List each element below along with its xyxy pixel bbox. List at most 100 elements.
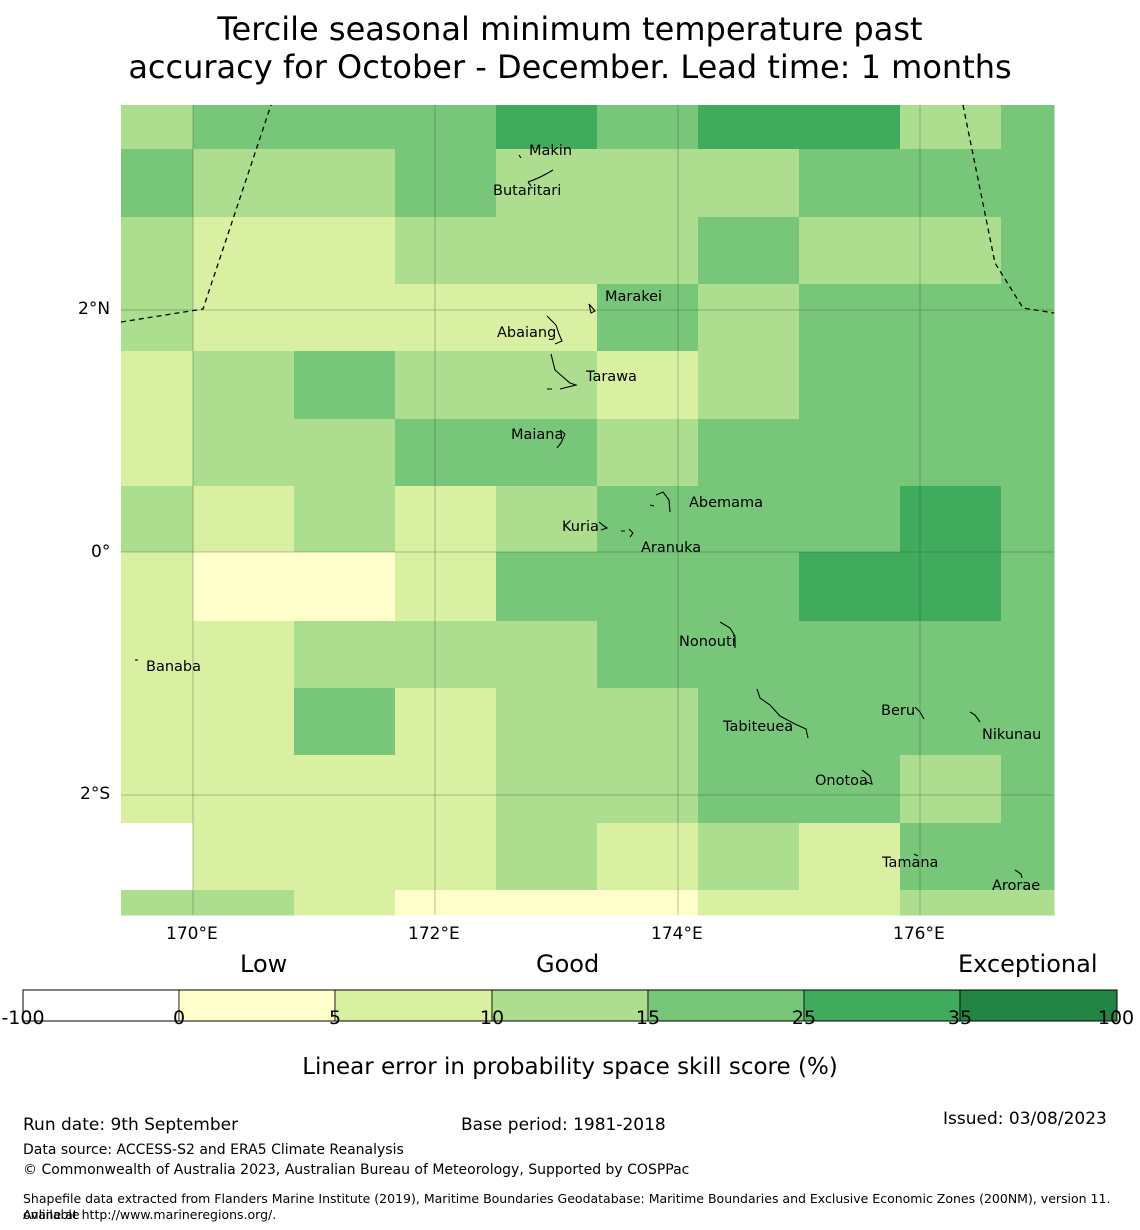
colorbar-box [803,989,961,1022]
map-title: Tercile seasonal minimum temperature pas… [0,10,1140,86]
graticule [121,105,1054,915]
grid-cell [900,351,1002,420]
colorbar-boxes [22,989,1118,1022]
grid-cell [121,149,194,218]
lat-label: 2°S [80,784,111,804]
colorbar-box [178,989,336,1022]
grid-cell [900,217,1002,285]
grid-cell [294,284,396,352]
island-label: Nikunau [982,727,1041,743]
grid-cell [1001,621,1055,689]
grid-cell [294,149,396,218]
aranuka-shape [621,528,634,538]
grid-cell [395,621,497,689]
grid-cell [294,105,396,150]
grid-cell [193,486,295,553]
grid-cell [395,755,497,824]
grid-cell [121,688,194,756]
grid-cell [294,890,396,916]
grid-cell [395,552,497,622]
grid-cell [496,823,598,891]
lat-label: 2°N [78,299,111,319]
issued-date: Issued: 03/08/2023 [943,1109,1107,1129]
shapefile-line-1: Shapefile data extracted from Flanders M… [23,1191,1111,1222]
island-label: Tamana [881,855,938,871]
grid-cell [698,486,800,553]
grid-cell [698,105,800,150]
island-label: Marakei [605,289,662,305]
grid-cell [597,755,699,824]
colorbar-tick-label: -100 [1,1007,45,1029]
grid-cell [799,823,901,891]
grid-cell [1001,486,1055,553]
colorbar-tick-label: 35 [947,1007,973,1029]
base-period: Base period: 1981-2018 [461,1115,666,1135]
grid-cell [496,755,598,824]
grid-cell [395,284,497,352]
grid-cell [496,351,598,420]
grid-cell [496,688,598,756]
grid-cell [121,351,194,420]
lon-label: 170°E [166,924,218,944]
grid-cell [900,486,1002,553]
grid-cell [395,149,497,218]
grid-cell [597,149,699,218]
colorbar-title: Linear error in probability space skill … [302,1054,838,1080]
grid-cell [193,552,295,622]
colorbar-box [334,989,493,1022]
island-label: Onotoa [815,773,868,789]
island-shapes [135,154,1023,879]
grid-cell [121,621,194,689]
grid-cell [193,890,295,916]
skill-grid [121,105,1055,916]
grid-cell [1001,284,1055,352]
grid-cell [1001,890,1055,916]
island-labels: Makin Butaritari Marakei Abaiang Tarawa … [146,143,1041,894]
grid-cell [294,486,396,553]
grid-cell [799,149,901,218]
colorbar-frame [22,989,1118,1022]
grid-cell [698,755,800,824]
abemama-shape [649,491,671,513]
island-label: Nonouti [679,634,736,650]
colorbar-box [647,989,805,1022]
grid-cell [121,284,194,352]
eez-boundary-west [120,104,272,323]
grid-cell [193,755,295,824]
grid-cell [496,621,598,689]
grid-cell [799,217,901,285]
kuria-shape [598,521,609,531]
grid-cell [193,419,295,487]
island-label: Makin [529,143,572,159]
grid-cell [597,284,699,352]
grid-cell [121,823,194,891]
grid-cell [395,217,497,285]
grid-cell [900,755,1002,824]
grid-cell [900,890,1002,916]
lon-label: 174°E [651,924,703,944]
island-label: Abemama [689,495,763,511]
marakei-shape [588,303,596,314]
grid-cell [294,351,396,420]
grid-cell [395,105,497,150]
colorbar [22,989,1118,1022]
island-label: Banaba [146,659,201,675]
run-date: Run date: 9th September [23,1115,239,1135]
grid-cell [799,688,901,756]
grid-cell [900,419,1002,487]
grid-cell [496,552,598,622]
grid-cell [1001,217,1055,285]
grid-cell [799,284,901,352]
grid-cell [193,217,295,285]
grid-cell [294,823,396,891]
grid-cell [900,284,1002,352]
grid-cell [1001,552,1055,622]
data-source: Data source: ACCESS-S2 and ERA5 Climate … [23,1142,404,1158]
colorbar-category-exceptional: Exceptional [958,950,1098,978]
grid-cell [597,486,699,553]
grid-cell [193,284,295,352]
tabiteuea-shape [756,688,809,739]
grid-cell [698,890,800,916]
grid-cell [193,688,295,756]
butaritari-shape [527,169,554,187]
